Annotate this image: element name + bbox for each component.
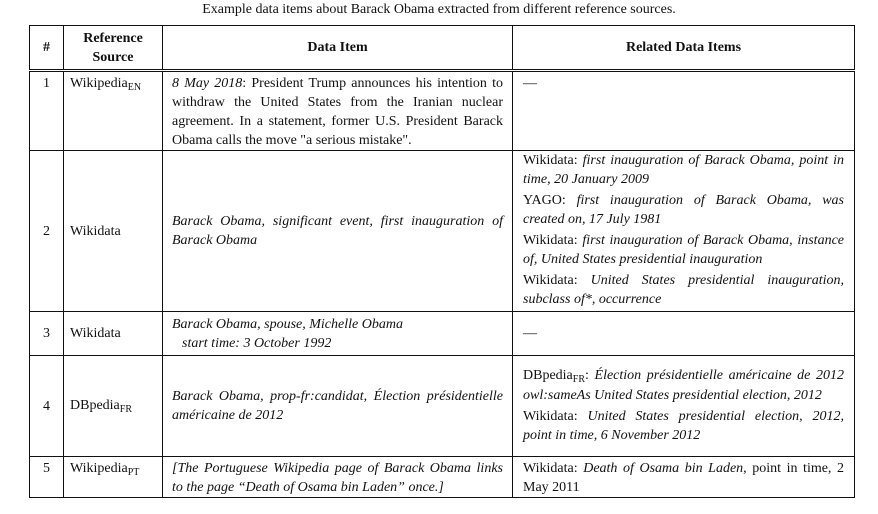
data-item: Barack Obama, significant event, first i…	[162, 150, 513, 312]
data-item: Barack Obama, prop-fr:candidat, Élection…	[162, 355, 513, 457]
related-source: Wikidata:	[523, 233, 583, 248]
related-text: first inauguration of Barack Obama, poin…	[523, 153, 845, 187]
related-source: YAGO:	[523, 193, 577, 208]
table-row: 5 WikipediaPT [The Portuguese Wikipedia …	[29, 456, 855, 498]
data-item: Barack Obama, spouse, Michelle Obama sta…	[162, 311, 513, 356]
related-source: Wikidata:	[523, 461, 584, 476]
related-text: United States presidential inauguration,…	[523, 273, 845, 307]
source-subscript: PT	[127, 467, 140, 478]
reference-source: DBpediaFR	[63, 355, 163, 457]
related-text: first inauguration of Barack Obama, was …	[523, 193, 845, 227]
reference-table: # Reference Source Data Item Related Dat…	[29, 25, 855, 498]
table-row: 4 DBpediaFR Barack Obama, prop-fr:candid…	[29, 355, 855, 457]
reference-source: WikipediaPT	[63, 456, 163, 498]
data-item-date: 8 May 2018	[172, 76, 243, 91]
header-source-line1: Reference	[83, 30, 143, 46]
related-item: Wikidata: first inauguration of Barack O…	[523, 231, 844, 269]
row-number: 5	[29, 456, 64, 498]
header-number: #	[29, 25, 64, 71]
header-related-items: Related Data Items	[512, 25, 855, 71]
related-text: United States presidential election, 201…	[523, 408, 844, 443]
reference-source: WikipediaEN	[63, 70, 163, 151]
header-source-line2: Source	[92, 49, 134, 65]
reference-source: Wikidata	[63, 150, 163, 312]
related-text: Death of Osama bin Laden	[583, 461, 744, 476]
reference-source: Wikidata	[63, 311, 163, 356]
table-caption: Example data items about Barack Obama ex…	[202, 2, 676, 17]
data-item: 8 May 2018: President Trump announces hi…	[162, 70, 513, 151]
source-name: Wikipedia	[70, 461, 128, 476]
row-number: 3	[29, 311, 64, 356]
header-reference-source: Reference Source	[63, 25, 163, 71]
row-number: 4	[29, 355, 64, 457]
qualifier-text: start time: 3 October 1992	[182, 335, 332, 351]
data-item: [The Portuguese Wikipedia page of Barack…	[162, 456, 513, 498]
related-none: —	[523, 326, 537, 341]
related-tail: , point in time, 2 May 2011	[523, 461, 845, 495]
related-items: —	[512, 70, 855, 151]
data-item-line: Barack Obama, spouse, Michelle Obama	[172, 316, 403, 332]
table-row: 2 Wikidata Barack Obama, significant eve…	[29, 150, 855, 312]
related-text: Élection présidentielle américaine de 20…	[523, 367, 845, 403]
source-subscript: EN	[127, 82, 142, 93]
table-row: 1 WikipediaEN 8 May 2018: President Trum…	[29, 70, 855, 151]
related-item: YAGO: first inauguration of Barack Obama…	[523, 191, 844, 229]
data-item-qualifier: start time: 3 October 1992	[172, 334, 503, 353]
related-items: DBpediaFR: Élection présidentielle améri…	[512, 355, 855, 457]
data-item-text: : President Trump announces his intentio…	[172, 76, 503, 148]
related-source-subscript: FR	[572, 373, 585, 385]
source-name: DBpedia	[70, 398, 120, 413]
related-source: DBpedia	[523, 367, 573, 383]
source-name: Wikipedia	[70, 76, 128, 91]
related-items: —	[512, 311, 855, 356]
header-data-item: Data Item	[162, 25, 513, 71]
row-number: 2	[29, 150, 64, 312]
row-number: 1	[29, 70, 64, 151]
related-items: Wikidata: Death of Osama bin Laden, poin…	[512, 456, 855, 498]
related-text: first inauguration of Barack Obama, inst…	[523, 233, 844, 267]
header-row: # Reference Source Data Item Related Dat…	[29, 25, 855, 71]
related-item: Wikidata: first inauguration of Barack O…	[523, 151, 844, 189]
source-subscript: FR	[119, 404, 132, 415]
related-item: Wikidata: United States presidential ina…	[523, 271, 844, 309]
related-item: Wikidata: United States presidential ele…	[523, 407, 844, 445]
related-source: Wikidata:	[523, 153, 583, 168]
related-none: —	[523, 76, 537, 91]
table-row: 3 Wikidata Barack Obama, spouse, Michell…	[29, 311, 855, 356]
related-items: Wikidata: first inauguration of Barack O…	[512, 150, 855, 312]
related-source: Wikidata:	[523, 273, 591, 288]
related-source-tail: :	[585, 367, 595, 383]
related-item: DBpediaFR: Élection présidentielle améri…	[523, 366, 844, 405]
related-source: Wikidata:	[523, 408, 588, 424]
